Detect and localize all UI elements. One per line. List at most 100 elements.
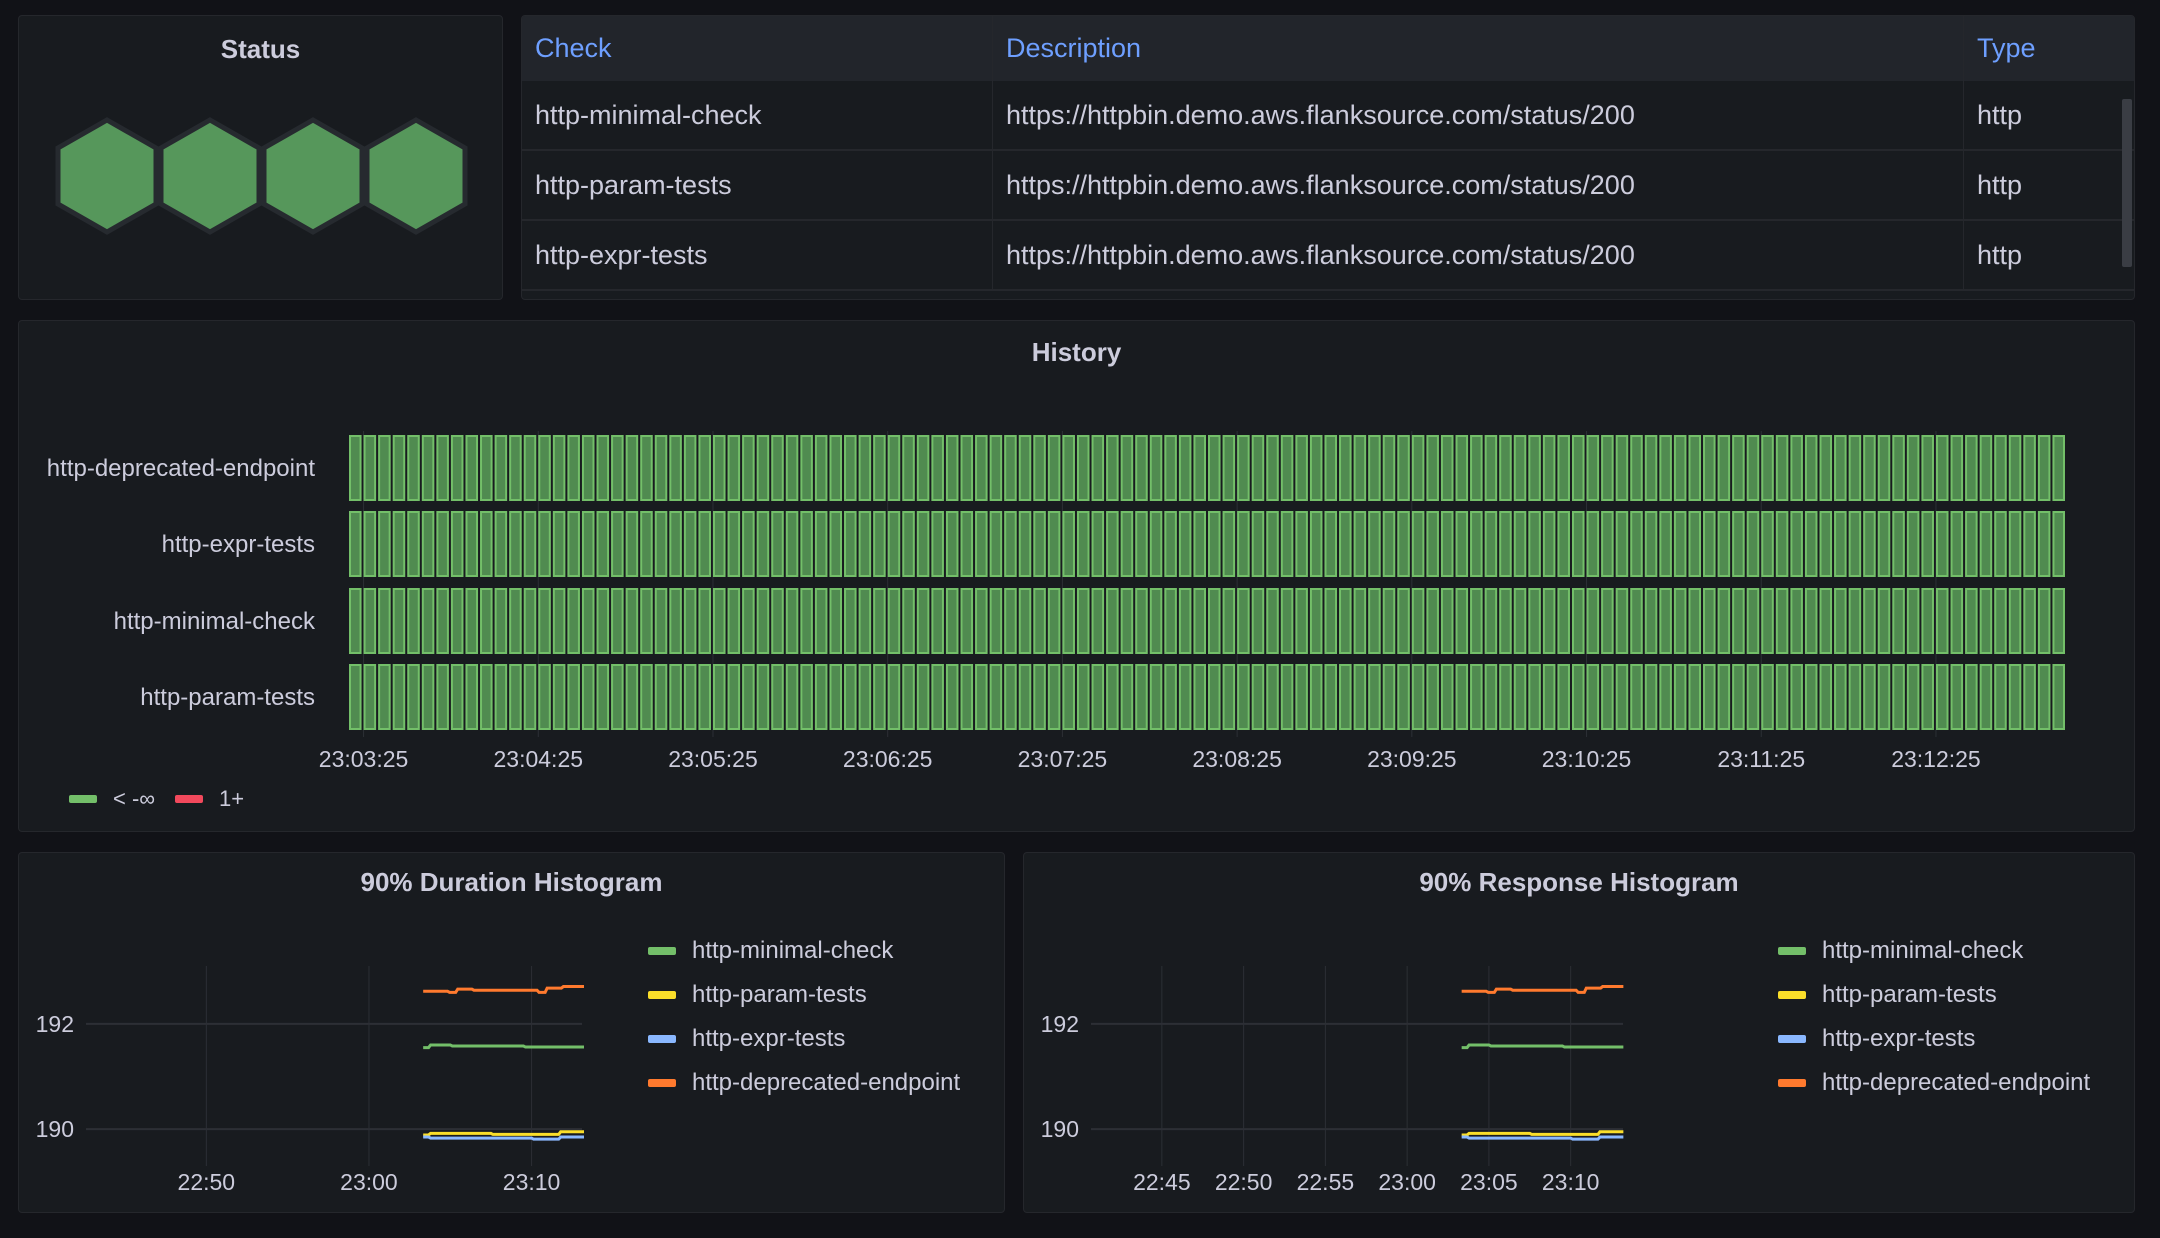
column-header-description[interactable]: Description [993,16,1964,81]
state-bar [552,511,566,577]
state-bar [683,588,697,654]
legend-item[interactable]: http-param-tests [648,973,960,1017]
legend-item[interactable]: http-minimal-check [1778,929,2090,973]
state-bar [960,435,974,501]
legend-item[interactable]: http-deprecated-endpoint [648,1061,960,1105]
state-bar [1135,435,1148,501]
legend-item[interactable]: http-param-tests [1778,973,2090,1017]
state-bar [640,435,653,501]
column-header-type[interactable]: Type [1977,33,2036,63]
state-bar [1004,664,1017,730]
state-bar [1470,511,1483,577]
state-bar [902,664,915,730]
state-bar [1557,435,1570,501]
response-histogram-panel: 90% Response Histogram 190 192 22:45 22:50 2… [1023,852,2135,1213]
state-bar [1222,588,1236,654]
state-bar [1557,588,1570,654]
table-header: Check Description Type [522,16,2134,81]
state-bar [669,435,682,501]
state-bar [2052,511,2065,577]
state-bar [2023,588,2036,654]
y-tick-label: 192 [1041,1011,1079,1037]
state-bar [1528,435,1541,501]
state-bar [378,511,391,577]
state-bar [523,511,537,577]
state-bar [421,511,435,577]
state-bar [1557,664,1570,730]
cell-check: http-minimal-check [522,81,993,149]
state-bar [1790,511,1803,577]
state-bar [1339,664,1352,730]
legend-swatch-ok [69,795,97,803]
chart-legend: http-minimal-check http-param-tests http-e… [1778,929,2090,1105]
state-bar [1703,664,1716,730]
panel-title: 90% Duration Histogram [360,867,663,897]
state-bar [1455,664,1469,730]
legend-item[interactable]: http-expr-tests [1778,1017,2090,1061]
state-bar [654,664,668,730]
state-bar [844,435,857,501]
state-bar [1644,664,1658,730]
state-bar [1906,588,1920,654]
legend-label: http-minimal-check [692,937,894,964]
state-bar [1528,511,1541,577]
state-bar [1877,588,1891,654]
legend-item[interactable]: http-expr-tests [648,1017,960,1061]
state-bar [698,511,711,577]
state-bar [625,588,639,654]
state-bar [363,435,377,501]
table-row[interactable]: http-param-tests https://httpbin.demo.aw… [522,151,2134,221]
table-scrollbar[interactable] [2122,99,2132,267]
state-bar [1571,588,1585,654]
row-label: http-expr-tests [162,531,315,558]
state-bar [1921,664,1934,730]
state-bar [1280,664,1294,730]
state-bar [1673,511,1687,577]
state-bar [1091,511,1105,577]
state-bar [683,664,697,730]
state-bar [1717,435,1731,501]
state-bar [1266,664,1279,730]
state-bar [1440,588,1454,654]
state-bar [1659,664,1672,730]
state-bar [1950,588,1964,654]
legend-label[interactable]: 1+ [218,786,245,811]
state-bar [1091,435,1105,501]
legend-item[interactable]: http-deprecated-endpoint [1778,1061,2090,1105]
state-bar [1965,511,1978,577]
state-bar [771,435,784,501]
series-line [423,1043,584,1050]
state-bar [1906,664,1920,730]
table-row[interactable]: http-expr-tests https://httpbin.demo.aws… [522,221,2134,291]
state-bar [2052,664,2065,730]
state-bar [611,588,624,654]
status-honeycomb [55,117,468,235]
state-bar [1804,588,1818,654]
state-bar [844,511,857,577]
state-bar [1091,588,1105,654]
legend-swatch [1778,1079,1806,1087]
state-bar [1484,588,1498,654]
legend-label[interactable]: < -∞ [113,786,155,811]
state-bar [916,664,930,730]
x-tick-label: 22:50 [1215,1169,1273,1195]
state-bar [436,511,449,577]
state-bar [1528,664,1541,730]
column-header-check[interactable]: Check [522,16,993,81]
x-tick-label: 23:11:25 [1717,746,1805,772]
state-bar [1601,511,1614,577]
state-bar [1397,511,1410,577]
state-bar [567,588,580,654]
state-bar [1295,588,1308,654]
legend-item[interactable]: http-minimal-check [648,929,960,973]
state-bar [1717,664,1731,730]
state-bar [1382,511,1396,577]
state-bar [1251,588,1265,654]
state-bar [1732,511,1745,577]
state-bar [960,664,974,730]
state-bar [1848,664,1862,730]
state-bar [1018,664,1032,730]
chart-legend: http-minimal-check http-param-tests http-e… [648,929,960,1105]
table-row[interactable]: http-minimal-check https://httpbin.demo.… [522,81,2134,151]
state-bar [814,435,828,501]
